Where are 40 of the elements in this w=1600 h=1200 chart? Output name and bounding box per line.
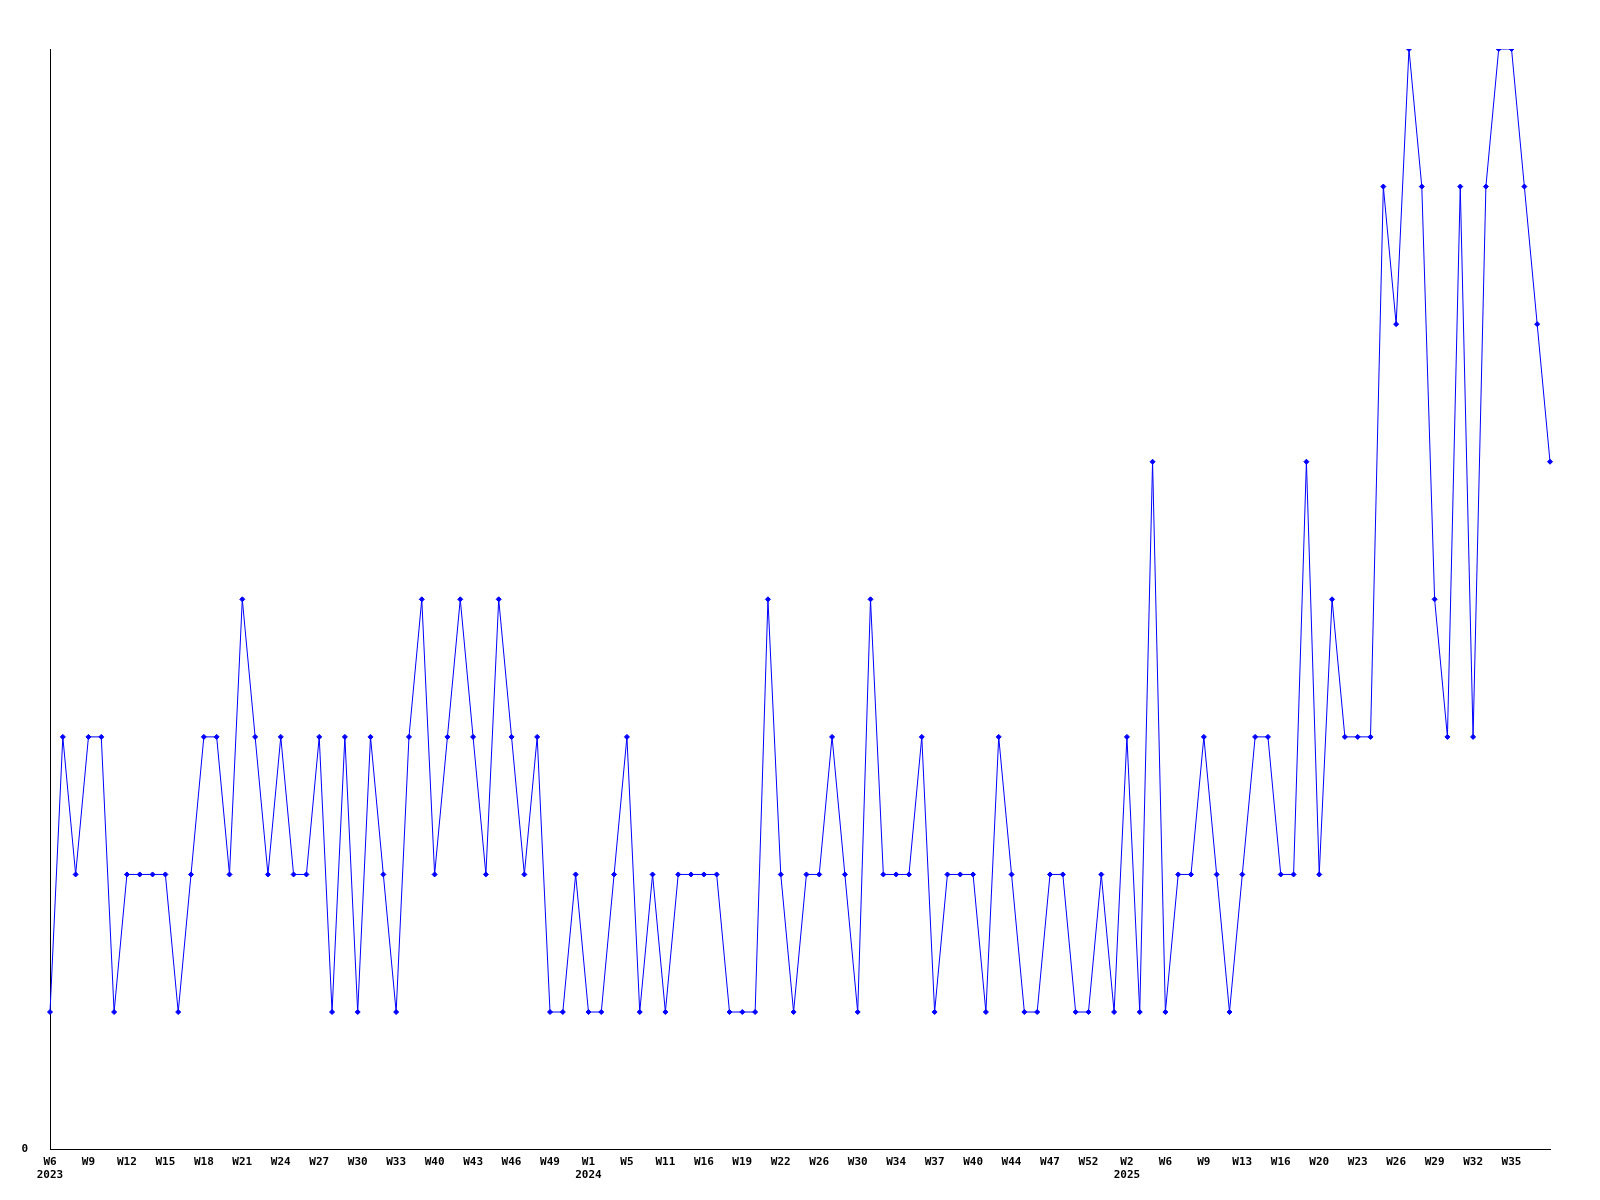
x-tick-label: W16 <box>693 1155 715 1169</box>
x-tick-label: W52 <box>1078 1155 1099 1169</box>
x-tick-label: W13 <box>1232 1155 1253 1169</box>
x-tick-label: W2 2025 <box>1113 1155 1141 1182</box>
x-tick-label: W49 <box>540 1155 560 1169</box>
x-tick-label: W32 <box>1463 1155 1484 1169</box>
x-tick-label: W22 <box>770 1155 791 1169</box>
x-tick-label: W27 <box>309 1155 330 1169</box>
x-tick-label: W16 <box>1270 1155 1292 1169</box>
x-tick-label: W15 <box>155 1155 176 1169</box>
x-tick-label: W46 <box>501 1155 522 1169</box>
x-tick-label: W6 2023 <box>36 1155 64 1182</box>
x-tick-label: W20 <box>1309 1155 1330 1169</box>
text: 0 <box>21 1142 28 1156</box>
x-tick-label: W29 <box>1424 1155 1445 1169</box>
x-tick-label: W33 <box>386 1155 407 1169</box>
x-tick-label: W44 <box>1001 1155 1022 1169</box>
x-tick-label: W11 <box>655 1155 676 1169</box>
x-tick-label: W34 <box>886 1155 907 1169</box>
x-tick-label: W40 <box>424 1155 445 1169</box>
x-tick-label: W40 <box>963 1155 984 1169</box>
x-tick-label: W9 <box>81 1155 96 1169</box>
x-tick-label: W21 <box>232 1155 253 1169</box>
x-tick-label: W43 <box>463 1155 484 1169</box>
x-tick-label: W47 <box>1040 1155 1060 1169</box>
x-tick-label: W30 <box>847 1155 868 1169</box>
x-tick-label: W30 <box>347 1155 368 1169</box>
x-tick-label: W19 <box>732 1155 753 1169</box>
x-tick-label: W9 <box>1197 1155 1211 1169</box>
x-tick-label: W6 <box>1158 1155 1173 1169</box>
x-tick-label: W1 2024 <box>575 1155 603 1182</box>
x-tick-label: W37 <box>924 1155 945 1169</box>
x-tick-label: W35 <box>1501 1155 1522 1169</box>
x-tick-label: W26 <box>1386 1155 1407 1169</box>
x-tick-label: W24 <box>270 1155 292 1169</box>
x-tick-label: W12 <box>116 1155 137 1169</box>
x-tick-label: W18 <box>193 1155 214 1169</box>
x-tick-label: W5 <box>620 1155 634 1169</box>
x-tick-label: W26 <box>809 1155 830 1169</box>
x-tick-label: W23 <box>1347 1155 1368 1169</box>
